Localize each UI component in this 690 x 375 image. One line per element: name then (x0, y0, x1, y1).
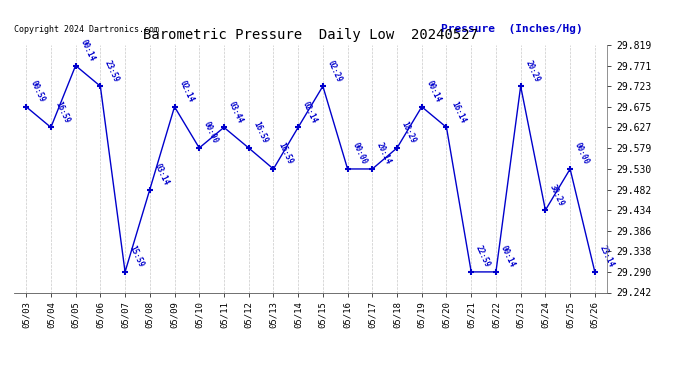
Text: 02:29: 02:29 (326, 58, 344, 83)
Text: 02:14: 02:14 (177, 79, 195, 104)
Text: 30:29: 30:29 (548, 183, 566, 207)
Text: 20:14: 20:14 (375, 141, 393, 166)
Text: 23:14: 23:14 (598, 244, 615, 269)
Text: 02:14: 02:14 (301, 100, 319, 124)
Text: 00:59: 00:59 (29, 79, 47, 104)
Text: 16:14: 16:14 (449, 100, 467, 124)
Text: Pressure  (Inches/Hg): Pressure (Inches/Hg) (441, 24, 583, 34)
Text: 18:29: 18:29 (400, 120, 417, 145)
Text: 16:59: 16:59 (276, 141, 294, 166)
Text: 20:29: 20:29 (524, 58, 542, 83)
Text: 03:14: 03:14 (152, 162, 170, 187)
Text: 03:44: 03:44 (227, 100, 245, 124)
Text: 16:59: 16:59 (54, 100, 72, 124)
Text: 16:59: 16:59 (251, 120, 269, 145)
Text: Copyright 2024 Dartronics.com: Copyright 2024 Dartronics.com (14, 25, 159, 34)
Text: 00:00: 00:00 (202, 120, 220, 145)
Text: 15:59: 15:59 (128, 244, 146, 269)
Text: 00:00: 00:00 (351, 141, 368, 166)
Text: 00:00: 00:00 (573, 141, 591, 166)
Text: 00:14: 00:14 (79, 38, 97, 63)
Text: 00:14: 00:14 (424, 79, 442, 104)
Text: 23:59: 23:59 (103, 58, 121, 83)
Title: Barometric Pressure  Daily Low  20240527: Barometric Pressure Daily Low 20240527 (143, 28, 478, 42)
Text: 00:14: 00:14 (499, 244, 517, 269)
Text: 22:59: 22:59 (474, 244, 492, 269)
